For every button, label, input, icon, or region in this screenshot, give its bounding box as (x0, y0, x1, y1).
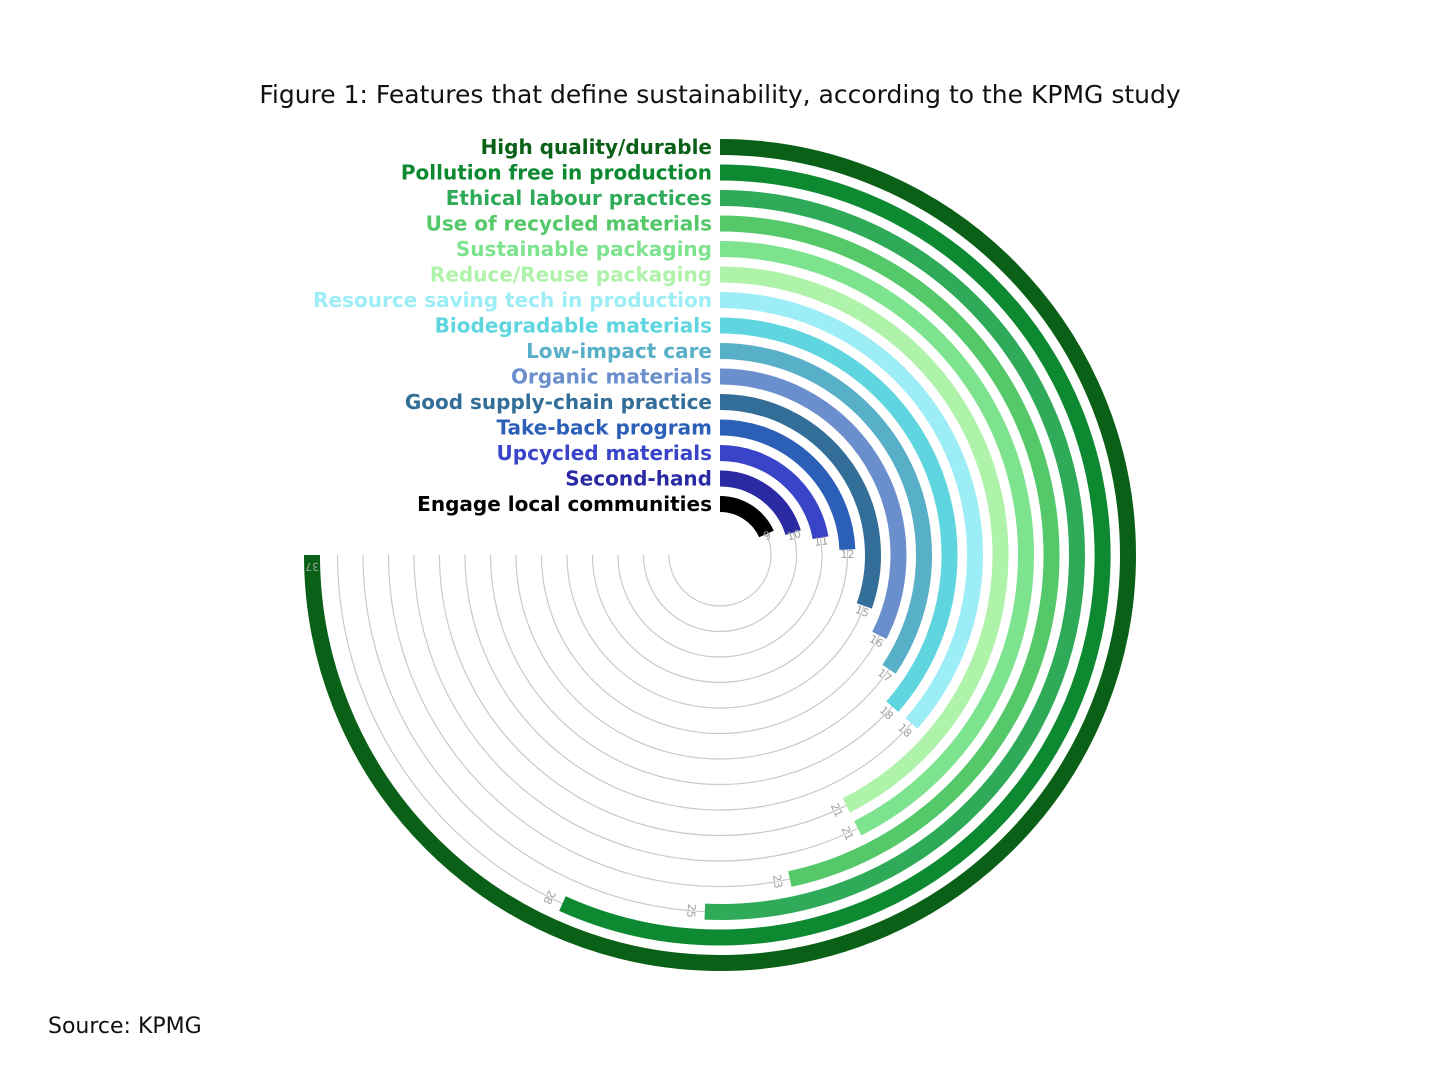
bar-second-hand (719, 470, 801, 536)
value-label-reduce-reuse-packaging: 21 (828, 801, 846, 819)
track-second-hand (642, 532, 798, 633)
category-label-pollution-free-in-production: Pollution free in production (401, 161, 712, 185)
bars (304, 139, 1136, 971)
value-label-sustainable-packaging: 21 (838, 824, 856, 842)
track-biodegradable-materials (489, 554, 893, 786)
bar-reduce-reuse-packaging (719, 266, 1009, 813)
bar-low-impact-care (719, 343, 932, 674)
bar-upcycled-materials (719, 445, 829, 540)
track-use-of-recycled-materials (387, 554, 790, 888)
value-label-organic-materials: 16 (867, 632, 886, 650)
track-low-impact-care (515, 554, 890, 760)
track-good-supply-chain-practice (566, 554, 865, 709)
source-note: Source: KPMG (48, 1014, 202, 1039)
bar-engage-local-communities (719, 496, 774, 538)
track-take-back-program (591, 549, 849, 683)
value-label-high-quality-durable: 37 (305, 560, 319, 573)
track-reduce-reuse-packaging (438, 554, 847, 837)
track-ethical-labour-practices (362, 554, 705, 913)
bar-biodegradable-materials (719, 317, 958, 712)
bar-use-of-recycled-materials (719, 215, 1060, 887)
background-tracks (336, 532, 912, 913)
bar-organic-materials (719, 368, 907, 639)
bar-resource-saving-tech-in-production (719, 292, 983, 729)
bar-pollution-free-in-production (559, 164, 1111, 946)
category-label-biodegradable-materials: Biodegradable materials (435, 314, 712, 338)
bar-sustainable-packaging (719, 241, 1034, 836)
bar-high-quality-durable (304, 139, 1136, 971)
category-label-engage-local-communities: Engage local communities (417, 492, 712, 516)
category-label-ethical-labour-practices: Ethical labour practices (446, 186, 712, 210)
bar-ethical-labour-practices (704, 190, 1085, 920)
category-label-low-impact-care: Low-impact care (526, 339, 712, 363)
track-organic-materials (540, 554, 880, 735)
category-label-reduce-reuse-packaging: Reduce/Reuse packaging (430, 263, 712, 287)
category-label-high-quality-durable: High quality/durable (481, 135, 712, 159)
category-label-upcycled-materials: Upcycled materials (497, 441, 712, 465)
category-label-second-hand: Second-hand (565, 467, 712, 491)
value-label-second-hand: 10 (786, 527, 803, 543)
category-label-organic-materials: Organic materials (511, 365, 712, 389)
track-pollution-free-in-production (336, 554, 563, 905)
bar-take-back-program (719, 419, 856, 551)
chart-title: Figure 1: Features that define sustainab… (259, 80, 1181, 109)
value-label-take-back-program: 12 (840, 548, 854, 561)
category-label-use-of-recycled-materials: Use of recycled materials (426, 212, 712, 236)
track-resource-saving-tech-in-production (464, 554, 912, 811)
value-label-good-supply-chain-practice: 15 (853, 603, 871, 620)
value-label-use-of-recycled-materials: 23 (770, 873, 785, 889)
category-label-take-back-program: Take-back program (496, 416, 712, 440)
value-label-upcycled-materials: 11 (813, 534, 829, 549)
track-engage-local-communities (668, 533, 772, 607)
category-label-sustainable-packaging: Sustainable packaging (456, 237, 712, 261)
track-upcycled-materials (617, 537, 823, 658)
category-label-resource-saving-tech-in-production: Resource saving tech in production (313, 288, 712, 312)
track-sustainable-packaging (413, 554, 859, 862)
value-label-pollution-free-in-production: 28 (540, 888, 558, 906)
bar-good-supply-chain-practice (719, 394, 881, 609)
category-label-good-supply-chain-practice: Good supply-chain practice (405, 390, 712, 414)
value-label-ethical-labour-practices: 25 (684, 903, 698, 918)
value-label-engage-local-communities: 9 (762, 528, 773, 543)
